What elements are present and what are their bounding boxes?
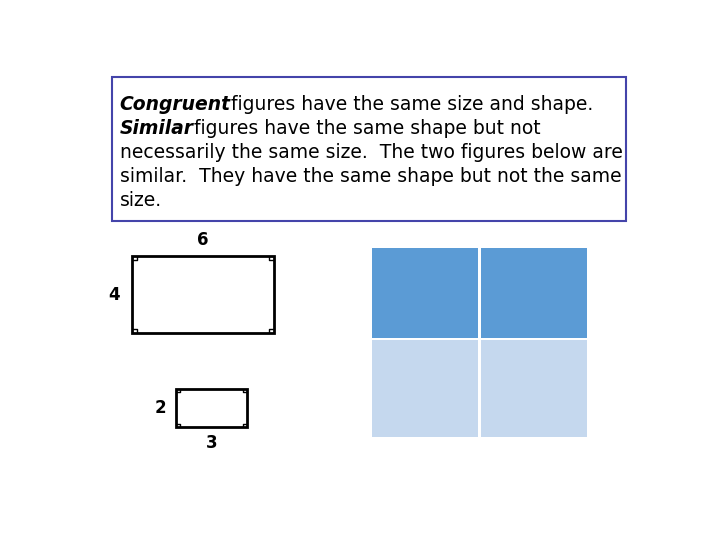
Text: 3: 3 (206, 434, 217, 452)
Text: similar.  They have the same shape but not the same: similar. They have the same shape but no… (120, 167, 621, 186)
Bar (372, 340, 477, 437)
Text: Congruent: Congruent (120, 94, 230, 114)
Text: figures have the same size and shape.: figures have the same size and shape. (230, 94, 593, 114)
Bar (481, 248, 587, 338)
Text: 4: 4 (108, 286, 120, 303)
Bar (372, 248, 477, 338)
Text: size.: size. (120, 191, 162, 210)
Bar (132, 256, 274, 333)
Bar (112, 77, 626, 221)
Bar (481, 340, 587, 437)
Text: 6: 6 (197, 231, 209, 248)
Text: necessarily the same size.  The two figures below are: necessarily the same size. The two figur… (120, 143, 623, 162)
Text: 2: 2 (155, 399, 166, 417)
Text: Similar: Similar (120, 119, 194, 138)
Text: figures have the same shape but not: figures have the same shape but not (194, 119, 540, 138)
Bar (176, 389, 248, 427)
